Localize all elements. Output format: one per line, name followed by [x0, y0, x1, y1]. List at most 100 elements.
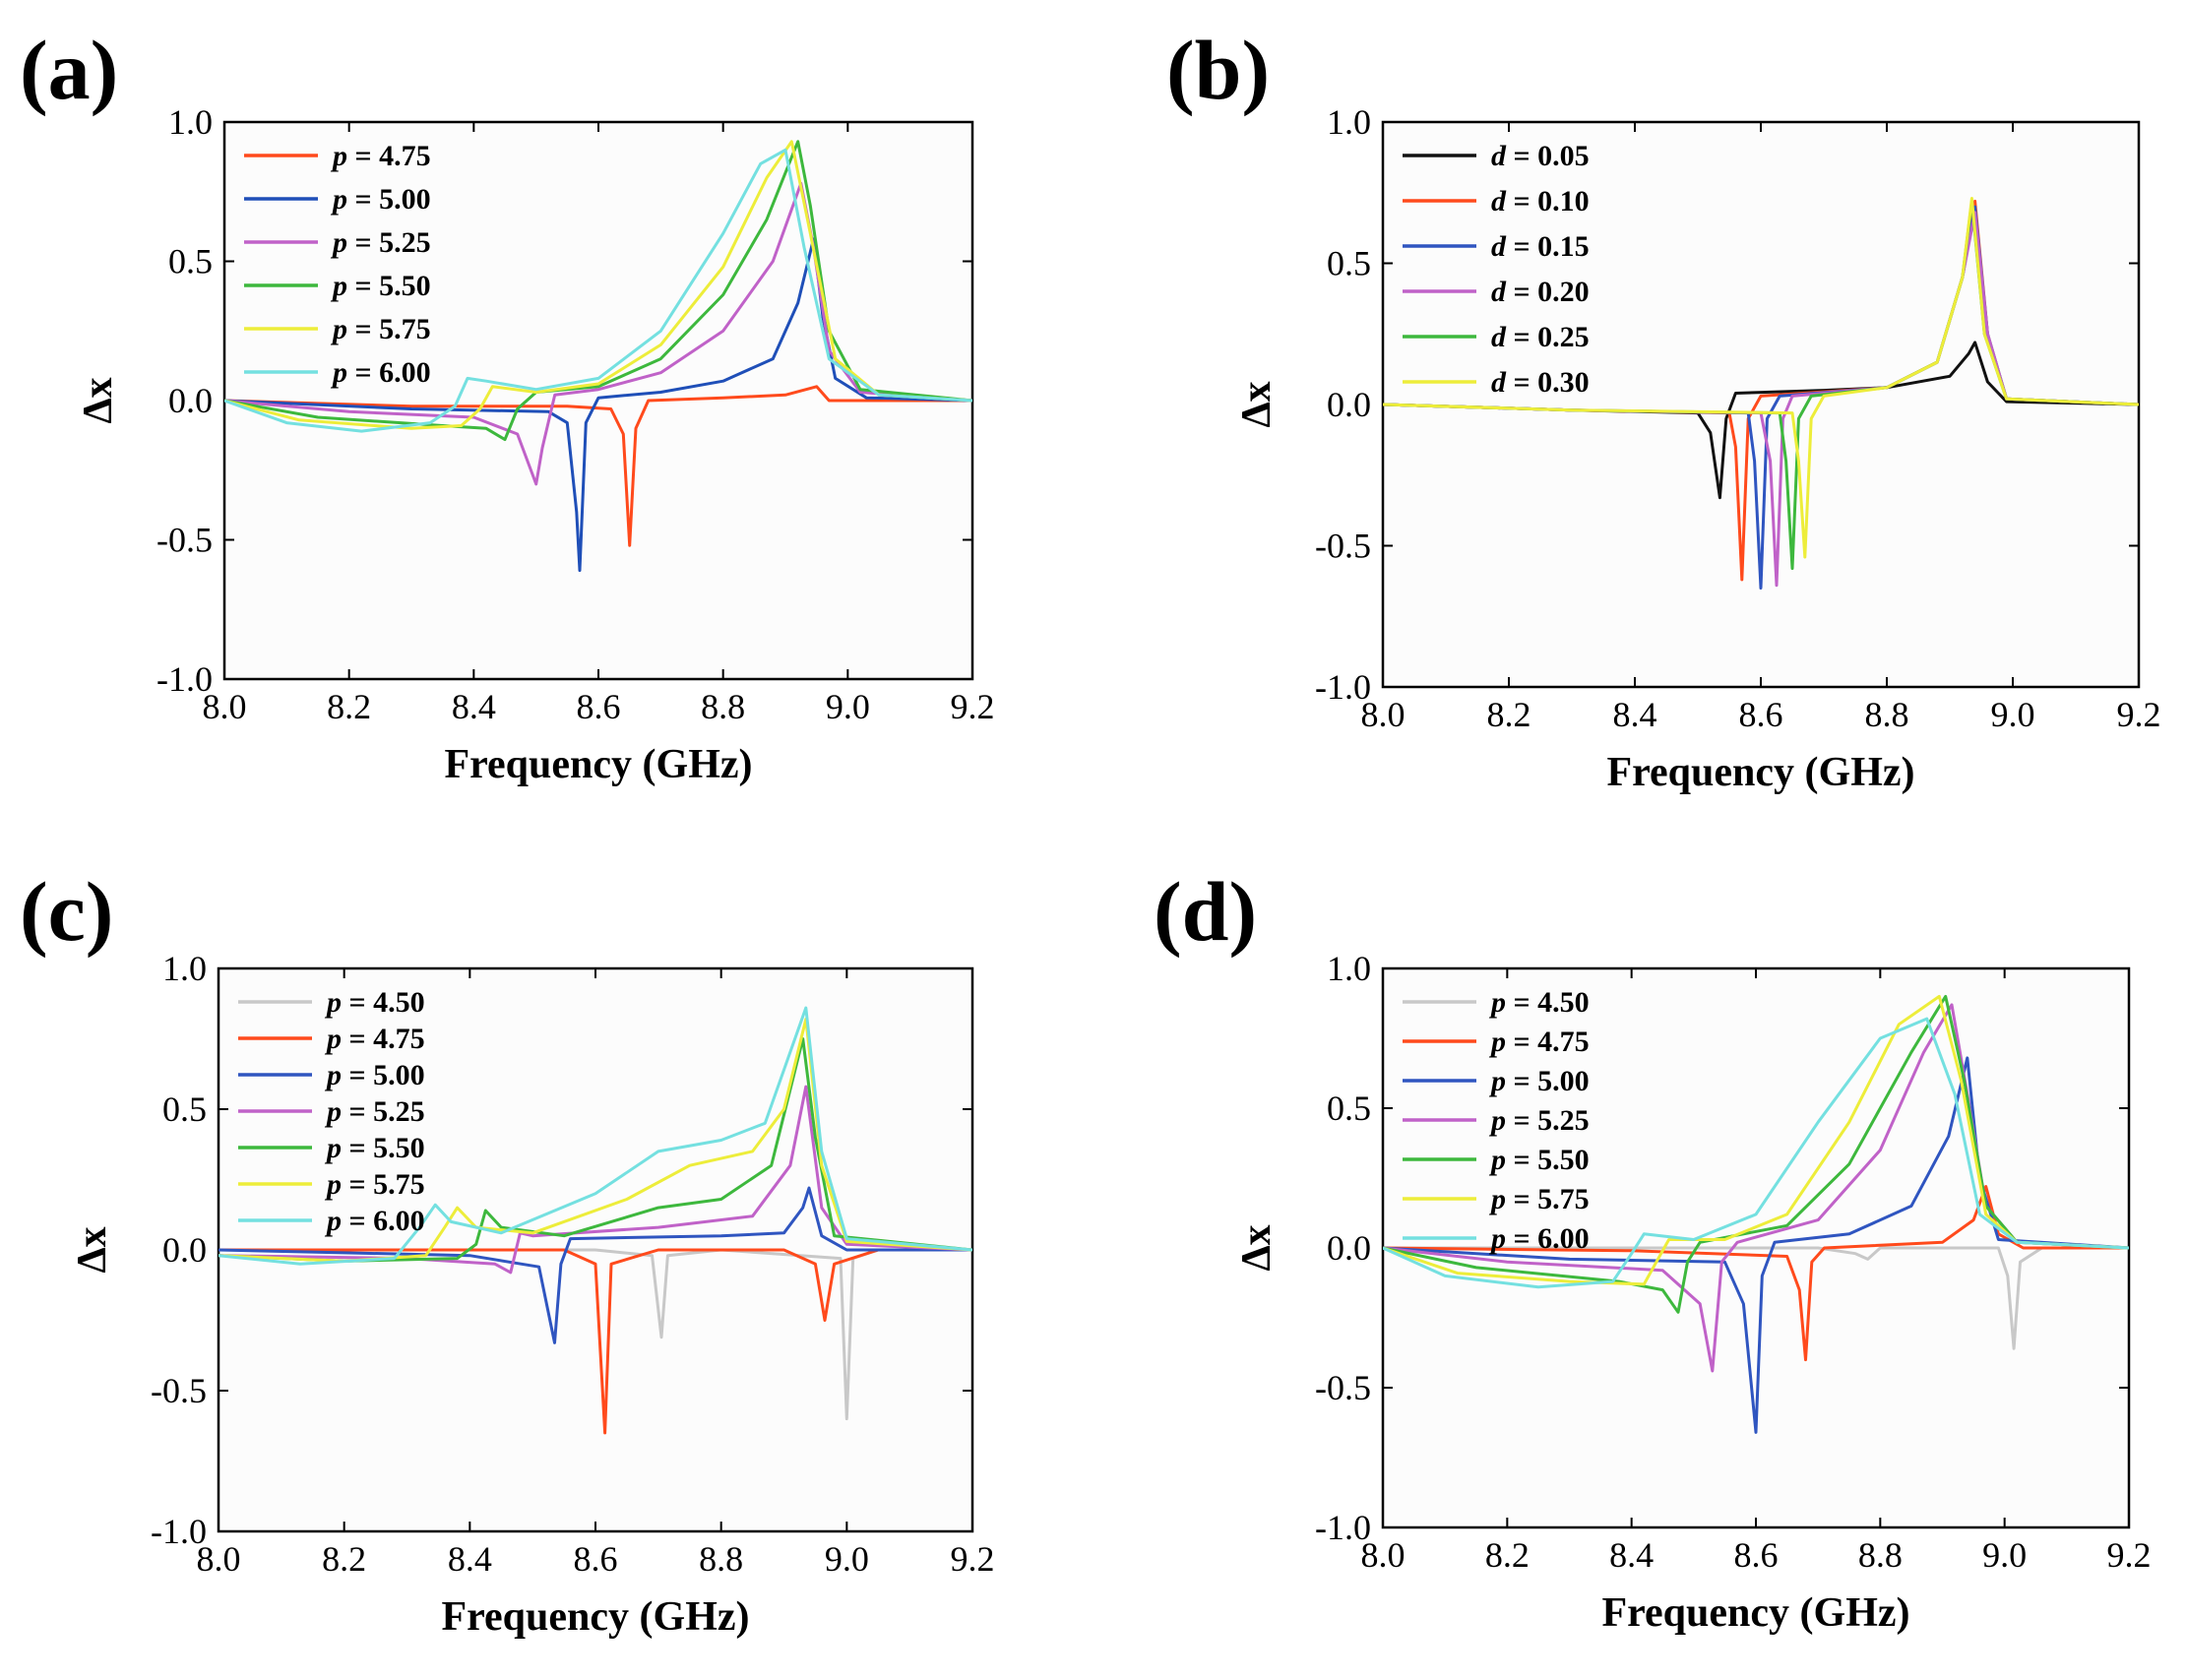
legend-eq: = [1506, 366, 1537, 399]
series-line-p-5.00 [219, 1186, 972, 1344]
legend-eq: = [342, 1023, 373, 1055]
legend-eq: = [342, 1095, 373, 1128]
legend-var: d [1491, 185, 1507, 218]
x-tick-label: 8.8 [1865, 695, 1909, 734]
y-tick-label: 0.0 [1327, 385, 1371, 424]
legend-value: 5.00 [1537, 1065, 1590, 1097]
series-line-p-6.00 [219, 1006, 972, 1266]
legend-eq: = [342, 1168, 373, 1201]
legend-label: p = 5.75 [324, 1168, 425, 1201]
legend-value: 4.75 [373, 1023, 425, 1055]
legend-var: p [1488, 1222, 1506, 1255]
x-tick-label: 9.2 [2107, 1535, 2152, 1575]
legend: p = 4.75p = 5.00p = 5.25p = 5.50p = 5.75… [244, 140, 431, 389]
y-tick-label: -0.5 [1315, 1368, 1371, 1407]
y-tick-label: -1.0 [156, 659, 213, 699]
legend-eq: = [1506, 1183, 1537, 1215]
legend-var: p [330, 313, 347, 345]
legend-value: 6.00 [379, 356, 431, 389]
x-axis-title: Frequency (GHz) [1607, 750, 1915, 795]
legend-eq: = [347, 356, 379, 389]
legend-value: 5.00 [373, 1059, 425, 1091]
x-tick-label: 9.0 [825, 1539, 869, 1579]
legend-eq: = [1506, 321, 1537, 353]
legend-label: d = 0.25 [1491, 321, 1590, 353]
panel-label: (b) [1166, 23, 1270, 117]
legend-eq: = [1506, 1026, 1537, 1058]
x-tick-label: 9.0 [1982, 1535, 2027, 1575]
y-tick-label: 0.5 [1327, 244, 1371, 283]
legend-label: p = 6.00 [1488, 1222, 1590, 1255]
legend-eq: = [1506, 1144, 1537, 1176]
legend-label: d = 0.30 [1491, 366, 1590, 399]
legend-value: 0.25 [1537, 321, 1590, 353]
legend-label: d = 0.10 [1491, 185, 1590, 218]
legend-label: p = 5.00 [330, 183, 431, 216]
legend-var: p [1488, 1026, 1506, 1058]
legend-var: p [324, 1023, 342, 1055]
legend-value: 5.75 [373, 1168, 425, 1201]
legend-label: p = 4.50 [324, 986, 425, 1019]
y-tick-label: -1.0 [151, 1512, 207, 1551]
series-group [1383, 197, 2139, 590]
legend-value: 4.75 [1537, 1026, 1590, 1058]
x-tick-label: 9.0 [1991, 695, 2035, 734]
x-tick-label: 8.6 [577, 687, 621, 726]
x-tick-label: 8.0 [1361, 1535, 1406, 1575]
legend-var: p [324, 1168, 342, 1201]
x-tick-label: 8.8 [701, 687, 745, 726]
y-tick-label: 0.5 [1327, 1089, 1371, 1128]
x-tick-label: 8.6 [1739, 695, 1783, 734]
x-tick-label: 9.2 [2117, 695, 2161, 734]
series-line-p-6.00 [224, 148, 972, 433]
panel-c: (c) 8.0 8.2 8.4 8.6 8.8 9.0 9.2 -1.0 -0.5 0.0 0.5 1.… [20, 864, 995, 1640]
x-tick-label: 8.0 [1361, 695, 1406, 734]
legend-label: p = 5.25 [324, 1095, 425, 1128]
legend-var: p [1488, 1144, 1506, 1176]
series-line-p-5.25 [219, 1085, 972, 1275]
legend-value: 5.50 [1537, 1144, 1590, 1176]
x-tick-label: 8.4 [1613, 695, 1657, 734]
legend-eq: = [342, 1132, 373, 1164]
x-tick-label: 8.8 [1858, 1535, 1903, 1575]
series-line-p-5.50 [219, 1037, 972, 1263]
y-axis-title: Δx [76, 377, 121, 423]
legend-label: p = 5.25 [1488, 1104, 1590, 1137]
legend: p = 4.50p = 4.75p = 5.00p = 5.25p = 5.50… [238, 986, 425, 1237]
series-line-p-5.50 [224, 140, 972, 442]
legend-var: d [1491, 276, 1507, 308]
legend-label: d = 0.05 [1491, 140, 1590, 172]
legend-label: p = 4.50 [1488, 986, 1590, 1019]
legend-value: 4.50 [1537, 986, 1590, 1019]
legend-value: 5.75 [1537, 1183, 1590, 1215]
legend-label: p = 5.75 [330, 313, 431, 345]
series-group [219, 1006, 972, 1435]
legend-value: 5.25 [373, 1095, 425, 1128]
legend-var: p [324, 1205, 342, 1237]
legend-value: 0.20 [1537, 276, 1590, 308]
legend-label: p = 5.50 [330, 270, 431, 302]
legend-eq: = [1506, 276, 1537, 308]
legend-label: p = 4.75 [324, 1023, 425, 1055]
legend-label: p = 5.00 [1488, 1065, 1590, 1097]
legend-var: p [330, 270, 347, 302]
x-axis-title: Frequency (GHz) [445, 742, 753, 787]
series-group [1383, 994, 2129, 1434]
legend-value: 5.75 [379, 313, 431, 345]
y-tick-label: -1.0 [1315, 1508, 1371, 1547]
legend-value: 0.05 [1537, 140, 1590, 172]
legend-var: d [1491, 366, 1507, 399]
legend-var: p [330, 183, 347, 216]
legend-value: 5.25 [1537, 1104, 1590, 1137]
legend: d = 0.05d = 0.10d = 0.15d = 0.20d = 0.25… [1403, 140, 1590, 399]
legend-label: p = 6.00 [330, 356, 431, 389]
legend-var: p [1488, 1104, 1506, 1137]
x-tick-label: 9.0 [826, 687, 870, 726]
legend-eq: = [1506, 1065, 1537, 1097]
legend-eq: = [342, 1205, 373, 1237]
legend-var: p [1488, 1065, 1506, 1097]
y-axis-title: Δx [1234, 1224, 1280, 1271]
legend-eq: = [347, 183, 379, 216]
legend-eq: = [347, 140, 379, 172]
x-axis-title: Frequency (GHz) [442, 1594, 750, 1640]
